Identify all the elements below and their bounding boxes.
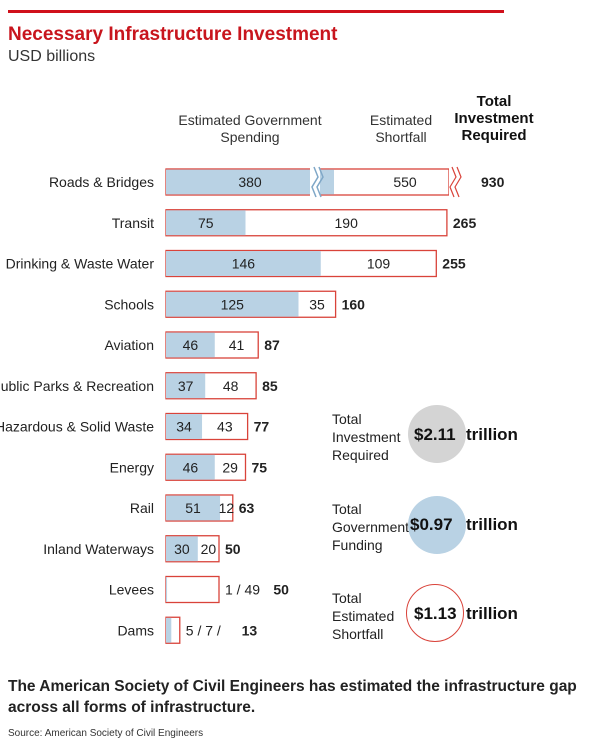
gov-value-label: 75 [198, 215, 214, 231]
gov-value-label: 125 [221, 296, 245, 312]
category-label: Hazardous & Solid Waste [0, 419, 154, 435]
shortfall-value-label: 190 [335, 215, 359, 231]
gov-value-label: 46 [183, 337, 199, 353]
header-shortfall: Estimated Shortfall [369, 112, 433, 145]
bar-gov [166, 291, 299, 317]
bar-gov [166, 169, 334, 195]
summary-circle-total [408, 405, 466, 463]
header-gov-spending: Estimated Government Spending [178, 112, 322, 145]
header-total: Total Investment Required [454, 93, 534, 144]
bar-gov [166, 536, 198, 562]
total-value-label: 75 [252, 459, 268, 475]
summary-circle-gov [408, 496, 466, 554]
chart-title: Necessary Infrastructure Investment [8, 24, 338, 45]
bar-gov [166, 577, 168, 602]
shortfall-value-label: 41 [229, 337, 245, 353]
category-label: Schools [104, 296, 154, 312]
source-note: Source: American Society of Civil Engine… [8, 728, 204, 739]
summary-value-total: $2.11 [414, 425, 456, 444]
total-value-label: 63 [239, 500, 255, 516]
summary-unit-total: trillion [466, 425, 518, 444]
summary-value-gov: $0.97 [410, 515, 453, 534]
total-value-label: 87 [264, 337, 280, 353]
chart-subtitle: USD billions [8, 48, 96, 65]
total-value-label: 160 [342, 296, 366, 312]
gov-value-label: 51 [185, 500, 201, 516]
category-label: Levees [109, 582, 154, 598]
axis-break-shortfall-b [454, 166, 462, 198]
total-value-label: 930 [481, 174, 505, 190]
axis-break-gov-b [316, 166, 324, 198]
gov-value-label: 34 [176, 419, 192, 435]
category-label: Public Parks & Recreation [0, 378, 154, 394]
category-label: Aviation [104, 337, 154, 353]
shortfall-value-label: 29 [222, 459, 238, 475]
summary-value-shortfall: $1.13 [414, 604, 457, 623]
category-label: Transit [112, 215, 154, 231]
total-value-label: 77 [254, 419, 270, 435]
axis-break-shortfall-gap [449, 167, 459, 197]
summary-label-shortfall: Total Estimated Shortfall [332, 590, 395, 642]
axis-break-shortfall [449, 166, 457, 198]
bar-shortfall [165, 575, 220, 604]
top-rule [8, 10, 504, 13]
total-value-label: 50 [273, 582, 289, 598]
axis-break-gov [311, 166, 319, 198]
shortfall-value-label: 109 [367, 256, 391, 272]
bar-gov [166, 495, 221, 521]
total-value-label: 13 [242, 622, 258, 638]
total-value-label: 50 [225, 541, 241, 557]
summary-unit-shortfall: trillion [466, 604, 518, 623]
shortfall-value-label: 43 [217, 419, 233, 435]
shortfall-value-label: 20 [201, 541, 217, 557]
category-label: Drinking & Waste Water [6, 256, 155, 272]
gov-value-label: 37 [178, 378, 194, 394]
category-label: Energy [110, 459, 154, 475]
bar-gov [166, 454, 215, 480]
total-value-label: 85 [262, 378, 278, 394]
summary-unit-gov: trillion [466, 515, 518, 534]
bar-inline-label: 1 / 49 [225, 582, 260, 598]
total-value-label: 255 [442, 256, 466, 272]
gov-value-label: 46 [183, 459, 199, 475]
category-label: Inland Waterways [43, 541, 154, 557]
category-label: Roads & Bridges [49, 174, 154, 190]
bar-gov [166, 414, 203, 439]
bar-inline-label: 5 / 7 / [186, 622, 221, 638]
category-label: Rail [130, 500, 154, 516]
bar-gov [166, 210, 246, 236]
gov-value-label: 146 [232, 256, 256, 272]
gov-value-label: 380 [238, 174, 262, 190]
shortfall-value-label: 35 [309, 296, 325, 312]
bar-gov [166, 332, 215, 358]
shortfall-value-label: 12 [219, 500, 235, 516]
shortfall-value-label: 48 [223, 378, 239, 394]
summary-label-total: Total Investment Required [332, 411, 401, 463]
total-value-label: 265 [453, 215, 477, 231]
footer-note: The American Society of Civil Engineers … [8, 678, 577, 716]
bar-gov [166, 373, 206, 399]
bar-gov [166, 617, 172, 643]
summary-label-gov: Total Government Funding [332, 501, 410, 553]
bar-chart: Roads & Bridges 380 550 930 Transit 75 190 265 D… [0, 166, 505, 644]
gov-value-label: 30 [174, 541, 190, 557]
shortfall-value-label: 550 [393, 174, 417, 190]
summary-circle-shortfall [406, 584, 464, 642]
category-label: Dams [117, 622, 154, 638]
bar-gov [166, 251, 321, 276]
